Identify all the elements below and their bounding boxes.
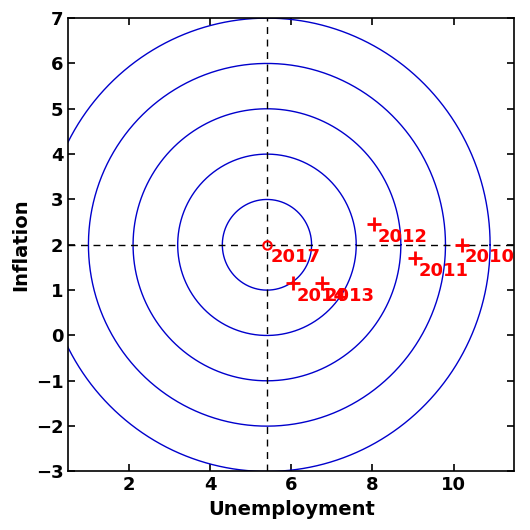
X-axis label: Unemployment: Unemployment xyxy=(208,500,375,519)
Text: 2011: 2011 xyxy=(418,262,469,280)
Text: 2012: 2012 xyxy=(378,228,428,246)
Text: 2010: 2010 xyxy=(465,249,515,267)
Y-axis label: Inflation: Inflation xyxy=(11,198,30,291)
Text: 2014: 2014 xyxy=(297,287,347,305)
Text: 2013: 2013 xyxy=(325,287,375,305)
Text: 2017: 2017 xyxy=(270,249,320,267)
